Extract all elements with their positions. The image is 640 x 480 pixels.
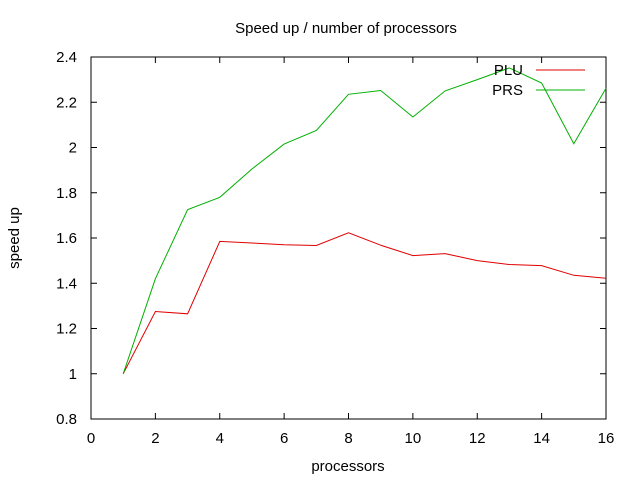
- x-tick-label: 6: [280, 430, 288, 447]
- legend: PLU PRS: [492, 62, 585, 99]
- y-axis-label: speed up: [6, 207, 23, 269]
- x-tick-label: 16: [598, 430, 615, 447]
- legend-label-prs: PRS: [492, 82, 523, 99]
- series-line-plu: [122, 232, 607, 375]
- series-lines: [122, 67, 607, 375]
- y-tick-label: 0.8: [56, 411, 77, 428]
- x-axis-ticks: 0 2 4 6 8 10 12 14 16: [87, 57, 615, 447]
- x-tick-label: 10: [405, 430, 422, 447]
- y-tick-label: 2.2: [56, 94, 77, 111]
- plot-area: [90, 56, 607, 420]
- chart-title: Speed up / number of processors: [235, 20, 457, 37]
- plot-border: [90, 56, 607, 420]
- y-tick-label: 1.2: [56, 321, 77, 338]
- y-tick-label: 1: [69, 366, 77, 383]
- x-axis-label: processors: [311, 458, 384, 475]
- y-axis-ticks: 0.8 1 1.2 1.4 1.6 1.8 2 2.2 2.4: [56, 49, 606, 428]
- x-tick-label: 0: [87, 430, 95, 447]
- legend-label-plu: PLU: [494, 62, 523, 79]
- y-tick-label: 2: [69, 140, 77, 157]
- x-tick-label: 14: [533, 430, 550, 447]
- y-tick-label: 1.6: [56, 230, 77, 247]
- y-tick-label: 1.4: [56, 275, 77, 292]
- x-tick-label: 12: [469, 430, 486, 447]
- x-tick-label: 8: [344, 430, 352, 447]
- x-tick-label: 4: [216, 430, 224, 447]
- series-line-prs: [122, 67, 607, 374]
- x-tick-label: 2: [151, 430, 159, 447]
- y-tick-label: 1.8: [56, 185, 77, 202]
- y-tick-label: 2.4: [56, 49, 77, 66]
